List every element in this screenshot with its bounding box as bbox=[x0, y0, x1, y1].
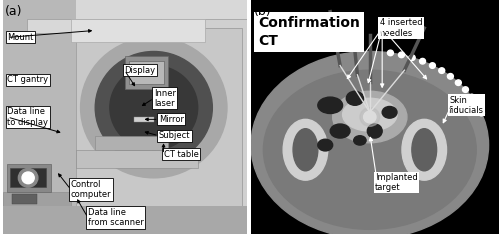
Text: (a): (a) bbox=[5, 5, 22, 18]
Circle shape bbox=[398, 52, 404, 58]
FancyBboxPatch shape bbox=[76, 28, 241, 206]
Text: Mount: Mount bbox=[8, 33, 34, 42]
Ellipse shape bbox=[342, 98, 397, 131]
Text: Implanted
target: Implanted target bbox=[375, 173, 418, 192]
Text: Data line
to display: Data line to display bbox=[8, 107, 48, 127]
Ellipse shape bbox=[332, 91, 407, 143]
FancyBboxPatch shape bbox=[95, 136, 168, 150]
FancyBboxPatch shape bbox=[251, 0, 498, 234]
Circle shape bbox=[388, 50, 394, 56]
Text: 4 inserted
needles: 4 inserted needles bbox=[380, 18, 422, 38]
Circle shape bbox=[439, 68, 444, 73]
Circle shape bbox=[95, 51, 212, 164]
Ellipse shape bbox=[318, 139, 332, 151]
Circle shape bbox=[22, 172, 34, 184]
Text: Subject: Subject bbox=[158, 131, 190, 140]
Text: Display: Display bbox=[124, 66, 156, 75]
FancyBboxPatch shape bbox=[12, 194, 36, 204]
Ellipse shape bbox=[283, 119, 328, 180]
Ellipse shape bbox=[264, 70, 476, 229]
Ellipse shape bbox=[402, 119, 446, 180]
Text: Mirror: Mirror bbox=[158, 115, 184, 124]
Circle shape bbox=[80, 37, 227, 178]
FancyBboxPatch shape bbox=[76, 150, 198, 168]
Text: (b): (b) bbox=[254, 5, 271, 18]
FancyBboxPatch shape bbox=[27, 19, 161, 33]
Circle shape bbox=[456, 80, 462, 85]
Text: Control
computer: Control computer bbox=[71, 180, 112, 199]
Circle shape bbox=[364, 111, 376, 123]
Text: Inner
laser: Inner laser bbox=[154, 89, 176, 108]
FancyBboxPatch shape bbox=[71, 19, 205, 42]
FancyBboxPatch shape bbox=[71, 19, 246, 211]
Ellipse shape bbox=[382, 106, 397, 118]
Circle shape bbox=[420, 58, 426, 64]
Ellipse shape bbox=[318, 97, 342, 113]
FancyBboxPatch shape bbox=[124, 56, 168, 89]
FancyBboxPatch shape bbox=[10, 168, 46, 187]
Ellipse shape bbox=[251, 51, 488, 234]
Circle shape bbox=[448, 73, 454, 79]
Text: Data line
from scanner: Data line from scanner bbox=[88, 208, 144, 227]
Circle shape bbox=[409, 55, 415, 60]
FancyBboxPatch shape bbox=[2, 0, 76, 234]
FancyBboxPatch shape bbox=[2, 192, 71, 206]
Ellipse shape bbox=[412, 129, 436, 171]
Ellipse shape bbox=[346, 91, 364, 105]
Circle shape bbox=[18, 168, 38, 187]
Circle shape bbox=[462, 87, 468, 92]
FancyBboxPatch shape bbox=[2, 206, 246, 234]
FancyBboxPatch shape bbox=[2, 0, 246, 42]
FancyBboxPatch shape bbox=[8, 164, 52, 192]
Text: Confirmation
CT: Confirmation CT bbox=[258, 16, 360, 48]
Circle shape bbox=[360, 108, 380, 126]
Ellipse shape bbox=[330, 124, 350, 138]
FancyBboxPatch shape bbox=[2, 0, 246, 234]
Text: Skin
fiducials: Skin fiducials bbox=[449, 96, 484, 115]
Circle shape bbox=[110, 66, 198, 150]
FancyBboxPatch shape bbox=[130, 61, 164, 84]
Circle shape bbox=[469, 94, 474, 100]
Ellipse shape bbox=[293, 129, 318, 171]
Circle shape bbox=[430, 63, 436, 68]
FancyBboxPatch shape bbox=[134, 117, 154, 122]
Circle shape bbox=[474, 102, 480, 108]
Circle shape bbox=[478, 110, 484, 116]
Ellipse shape bbox=[368, 124, 382, 138]
Text: CT gantry: CT gantry bbox=[8, 75, 48, 84]
Ellipse shape bbox=[354, 136, 366, 145]
Text: CT table: CT table bbox=[164, 150, 198, 159]
